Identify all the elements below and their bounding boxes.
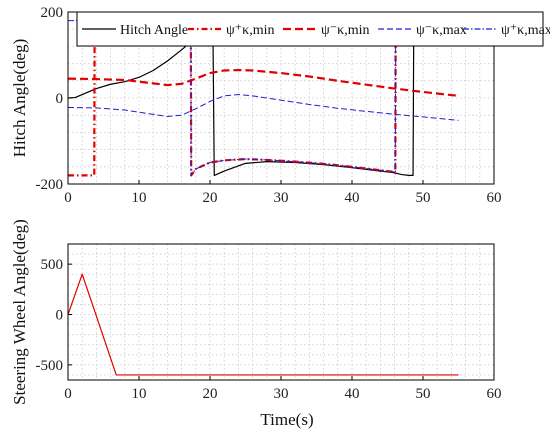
x-tick-label: 40 xyxy=(345,190,360,206)
x-tick-label: 0 xyxy=(64,386,72,402)
x-tick-label: 10 xyxy=(132,190,147,206)
y-tick-label: 500 xyxy=(41,257,64,273)
y-tick-label: 200 xyxy=(41,5,64,21)
x-tick-label: 50 xyxy=(416,190,431,206)
legend-label: ψ⁻κ,max xyxy=(416,23,467,38)
series-line-hitch-angle xyxy=(68,20,459,176)
steering-angle-ylabel: Steering Wheel Angle(deg) xyxy=(10,219,29,405)
x-tick-label: 60 xyxy=(487,386,502,402)
x-tick-label: 30 xyxy=(274,190,289,206)
x-tick-label: 0 xyxy=(64,190,72,206)
y-tick-label: -500 xyxy=(36,358,64,374)
x-tick-label: 60 xyxy=(487,190,502,206)
legend-label: ψ⁻κ,min xyxy=(321,23,370,38)
series-line-steering-wheel-angle xyxy=(68,273,459,376)
x-tick-label: 20 xyxy=(203,190,218,206)
legend-item: Hitch Angle xyxy=(82,23,188,38)
hitch-angle-ylabel: Hitch Angle(deg) xyxy=(10,39,29,158)
y-tick-label: -200 xyxy=(36,177,64,193)
legend-label: ψ⁺κ,max xyxy=(501,23,550,38)
x-tick-label: 50 xyxy=(416,386,431,402)
y-tick-label: 0 xyxy=(56,308,64,324)
legend: Hitch Angle ψ⁺κ,min ψ⁻κ,min ψ⁻κ,max ψ⁺κ,max xyxy=(76,11,550,47)
series-line-ψ⁺κ,max xyxy=(68,20,459,176)
y-tick-label: 0 xyxy=(56,91,64,107)
x-tick-label: 20 xyxy=(203,386,218,402)
series-line-ψ⁻κ,max xyxy=(68,94,459,121)
x-tick-label: 30 xyxy=(274,386,289,402)
time-xlabel: Time(s) xyxy=(260,410,313,429)
legend-item: ψ⁻κ,max xyxy=(378,23,467,38)
series-line-ψ⁻κ,min xyxy=(68,68,459,97)
x-tick-label: 40 xyxy=(345,386,360,402)
legend-item: ψ⁻κ,min xyxy=(283,23,370,38)
legend-label: Hitch Angle xyxy=(120,23,188,38)
x-tick-label: 10 xyxy=(132,386,147,402)
legend-item: ψ⁺κ,max xyxy=(463,23,550,38)
legend-label: ψ⁺κ,min xyxy=(226,23,275,38)
legend-item: ψ⁺κ,min xyxy=(188,23,275,38)
